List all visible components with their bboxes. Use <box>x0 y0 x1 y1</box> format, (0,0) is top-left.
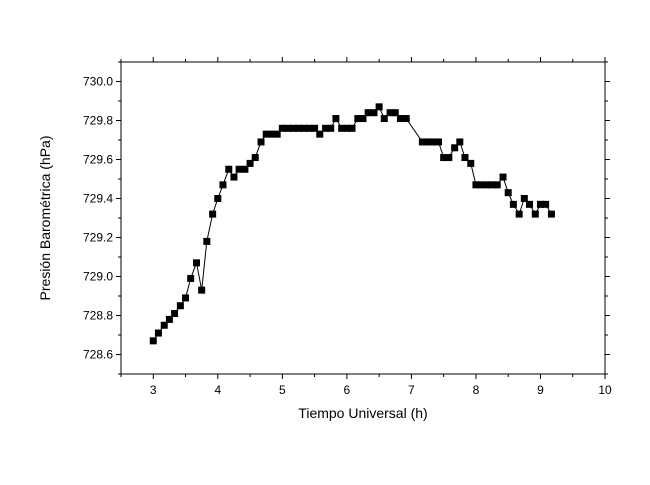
data-point <box>370 109 378 117</box>
tick-labels: 3 4 5 6 7 8 9 10 728.6 728.8 729.0 729.2 729.4 729.6 7… <box>83 75 612 398</box>
data-point <box>193 259 201 267</box>
y-tick-label: 728.6 <box>83 348 113 362</box>
data-point <box>182 294 190 302</box>
data-point <box>396 115 404 123</box>
data-point <box>509 200 517 208</box>
data-point <box>504 189 512 197</box>
y-axis-label: Presión Barométrica (hPa) <box>37 136 53 301</box>
data-point <box>418 138 426 146</box>
data-point <box>165 315 173 323</box>
data-point <box>160 321 168 329</box>
data-point <box>219 181 227 189</box>
data-point <box>300 124 308 132</box>
data-point <box>515 210 523 218</box>
y-tick-label: 729.6 <box>83 153 113 167</box>
data-point <box>246 159 254 167</box>
data-point <box>402 115 410 123</box>
y-tick-label: 729.2 <box>83 231 113 245</box>
data-point <box>327 124 335 132</box>
data-point <box>547 210 555 218</box>
data-point <box>386 109 394 117</box>
data-point <box>435 138 443 146</box>
data-point <box>467 159 475 167</box>
data-point <box>273 130 281 138</box>
x-tick-label: 9 <box>537 383 544 397</box>
data-point <box>445 154 453 162</box>
data-point <box>499 173 507 181</box>
data-point <box>461 154 469 162</box>
data-point <box>391 109 399 117</box>
data-point <box>477 181 485 189</box>
data-point <box>230 173 238 181</box>
data-point <box>235 165 243 173</box>
data-point <box>316 130 324 138</box>
data-point <box>154 329 162 337</box>
data-point <box>375 103 383 111</box>
data-point <box>214 195 222 202</box>
y-tick-label: 728.8 <box>83 309 113 323</box>
data-point <box>354 115 362 123</box>
data-point <box>525 200 533 208</box>
data-point <box>305 124 313 132</box>
data-point <box>493 181 501 189</box>
x-tick-label: 7 <box>408 383 415 397</box>
x-tick-label: 8 <box>473 383 480 397</box>
data-point <box>440 154 448 162</box>
data-point <box>209 210 217 218</box>
data-point <box>451 144 459 152</box>
data-point <box>322 124 330 132</box>
x-tick-label: 4 <box>214 383 221 397</box>
data-point <box>520 195 528 202</box>
y-tick-label: 730.0 <box>83 75 113 89</box>
data-point <box>283 124 291 132</box>
data-point <box>294 124 302 132</box>
data-point <box>488 181 496 189</box>
data-point <box>149 337 157 345</box>
data-point <box>348 124 356 132</box>
data-point <box>311 124 319 132</box>
series-layer <box>149 103 555 345</box>
data-point <box>332 115 340 123</box>
data-point <box>483 181 491 189</box>
data-point <box>456 138 464 146</box>
data-point <box>203 237 211 245</box>
y-tick-label: 729.8 <box>83 114 113 128</box>
data-point <box>176 302 184 310</box>
data-point <box>542 200 550 208</box>
data-point <box>429 138 437 146</box>
data-point <box>380 115 388 123</box>
series-line <box>152 105 552 342</box>
data-point <box>241 165 249 173</box>
plot-area-frame <box>120 61 606 375</box>
data-point <box>364 109 372 117</box>
x-tick-label: 6 <box>344 383 351 397</box>
y-tick-label: 729.4 <box>83 192 113 206</box>
data-point <box>536 200 544 208</box>
data-point <box>267 130 275 138</box>
data-point <box>338 124 346 132</box>
data-point <box>424 138 432 146</box>
data-point <box>262 130 270 138</box>
data-point <box>359 115 367 123</box>
data-point <box>531 210 539 218</box>
data-point <box>257 138 265 146</box>
x-tick-label: 10 <box>598 383 612 397</box>
x-tick-label: 5 <box>279 383 286 397</box>
y-tick-label: 729.0 <box>83 270 113 284</box>
data-point <box>171 310 179 318</box>
data-point <box>198 286 206 294</box>
data-point <box>289 124 297 132</box>
data-point <box>343 124 351 132</box>
data-point <box>187 274 195 282</box>
data-point <box>278 124 286 132</box>
axis-ticks <box>116 57 610 379</box>
data-point <box>251 154 259 162</box>
data-point <box>225 165 233 173</box>
x-tick-label: 3 <box>150 383 157 397</box>
data-point <box>472 181 480 189</box>
x-axis-label: Tiempo Universal (h) <box>298 405 427 421</box>
